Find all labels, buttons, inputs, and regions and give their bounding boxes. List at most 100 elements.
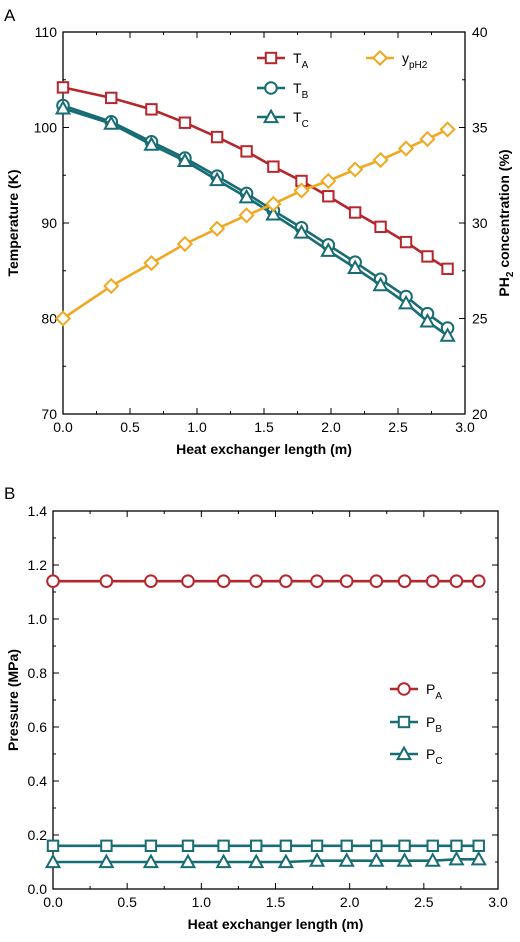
legend-label-main: P <box>426 681 435 697</box>
data-point <box>471 574 486 589</box>
panel-label: A <box>4 6 16 25</box>
series-line <box>62 104 449 330</box>
data-point <box>217 839 230 852</box>
data-point <box>238 207 255 224</box>
data-point <box>181 574 195 589</box>
x-tick-label: 1.0 <box>187 419 207 435</box>
x-tick-label: 2.0 <box>340 894 360 910</box>
legend-label: TA <box>293 50 309 71</box>
data-point <box>248 853 265 869</box>
data-point <box>105 91 118 105</box>
data-point <box>54 310 72 327</box>
data-point <box>398 839 411 852</box>
legend-label-main: T <box>293 50 302 66</box>
y-right-tick-label: 40 <box>472 24 488 40</box>
legend-label: TB <box>293 80 309 101</box>
data-point <box>372 276 389 292</box>
data-point <box>320 172 337 190</box>
data-point <box>142 853 159 869</box>
data-point <box>310 574 324 589</box>
legend-label-sub: A <box>302 60 309 71</box>
x-tick-label: 2.0 <box>321 419 341 435</box>
data-point <box>215 853 232 869</box>
y-tick-label: 100 <box>34 120 58 136</box>
data-point <box>279 839 293 852</box>
x-tick-label: 0.0 <box>43 894 63 910</box>
data-point <box>54 99 72 115</box>
x-axis-title: Heat exchanger length (m) <box>176 441 352 457</box>
data-point <box>179 853 197 869</box>
data-point <box>46 574 60 589</box>
y-tick-label: 0.0 <box>28 881 48 897</box>
y-tick-label: 110 <box>35 24 58 40</box>
y-tick-label: 90 <box>41 215 57 231</box>
data-point <box>240 145 253 158</box>
legend-marker <box>371 49 389 67</box>
y-tick-label: 1.0 <box>28 611 48 627</box>
legend-item: PA <box>390 681 442 702</box>
y-tick-label: 0.4 <box>28 773 48 789</box>
y-tick-label: 1.4 <box>28 503 48 519</box>
legend-marker <box>397 682 411 696</box>
data-point <box>310 839 324 852</box>
legend-label-sub: pH2 <box>409 60 428 71</box>
panel-a-temperature-chart: A 0.0 0.5 1.0 1.5 2.0 2.5 3.0 70 80 90 100 110 20 25 30… <box>4 6 516 457</box>
series-yph2 <box>54 121 456 327</box>
legend-marker <box>264 81 278 95</box>
legend-item: PB <box>390 714 442 735</box>
y-right-axis-title-prefix: PH <box>496 277 512 296</box>
data-point <box>472 839 485 852</box>
series-ta <box>56 81 454 276</box>
x-tick-label: 0.5 <box>120 419 140 435</box>
data-point <box>450 839 463 852</box>
legend-label-main: P <box>426 714 435 730</box>
data-point <box>145 103 158 116</box>
y-tick-label: 0.2 <box>28 827 48 843</box>
data-point <box>449 574 464 589</box>
plot-frame <box>62 31 466 415</box>
data-point <box>143 136 160 151</box>
data-point <box>397 294 415 310</box>
data-point <box>44 853 62 869</box>
series-tb <box>56 98 455 335</box>
x-tick-label: 1.5 <box>254 419 274 435</box>
data-point <box>100 839 113 852</box>
legend-label-sub: B <box>302 90 309 101</box>
x-tick-label: 1.0 <box>192 894 212 910</box>
data-point <box>396 852 413 867</box>
legend-label-main: P <box>426 746 435 762</box>
data-point <box>374 220 387 234</box>
legend-label-sub: B <box>435 724 442 735</box>
y-right-tick-label: 25 <box>472 311 488 327</box>
x-tick-label: 2.5 <box>414 894 434 910</box>
data-point <box>397 140 415 157</box>
legend-marker <box>262 108 280 124</box>
legend-label: PC <box>426 746 443 767</box>
legend-marker <box>395 745 413 761</box>
series-line <box>62 86 449 270</box>
data-point <box>419 130 436 148</box>
data-point <box>238 188 255 204</box>
x-tick-label: 3.0 <box>488 894 508 910</box>
legend-marker <box>397 715 411 729</box>
y-axis-title: Temperature (K) <box>5 169 21 276</box>
legend-item: TC <box>257 108 309 130</box>
data-point <box>369 574 384 589</box>
data-point <box>265 205 282 221</box>
data-point <box>181 839 195 852</box>
data-point <box>348 206 362 219</box>
data-point <box>279 574 293 589</box>
legend-marker <box>264 51 278 65</box>
data-point <box>448 850 465 866</box>
legend-label: ypH2 <box>402 50 428 71</box>
legend-label: PB <box>426 714 442 735</box>
x-axis-title: Heat exchanger length (m) <box>188 916 364 932</box>
panel-label: B <box>4 484 15 503</box>
series-pb <box>46 839 485 852</box>
data-point <box>210 130 224 144</box>
legend-label-main: T <box>293 109 302 125</box>
plot-frame <box>52 510 499 890</box>
y-tick-label: 70 <box>41 406 57 422</box>
